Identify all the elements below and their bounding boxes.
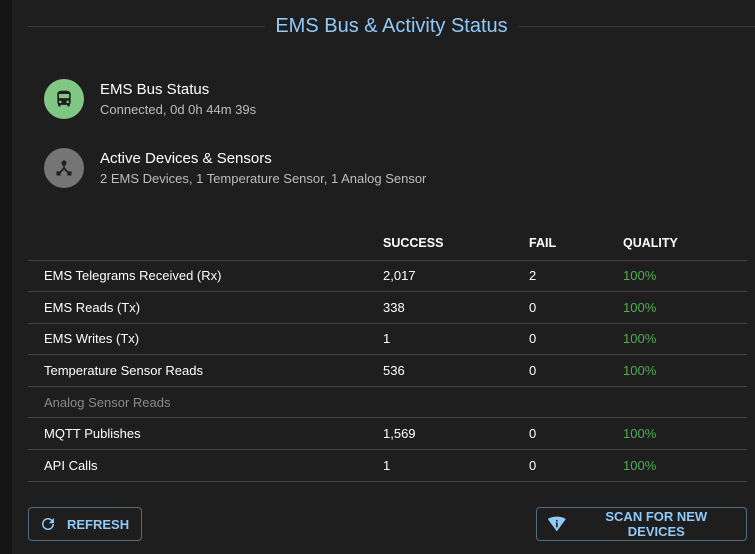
refresh-button[interactable]: REFRESH — [28, 507, 142, 541]
bus-icon — [44, 79, 84, 119]
section-header: EMS Bus & Activity Status — [28, 12, 755, 40]
quality-value — [623, 386, 747, 419]
refresh-icon — [42, 518, 54, 530]
activity-table: SUCCESS FAIL QUALITY EMS Telegrams Recei… — [28, 226, 747, 482]
table-row: EMS Reads (Tx) 338 0 100% — [28, 291, 747, 324]
table-row: MQTT Publishes 1,569 0 100% — [28, 417, 747, 451]
table-row: Analog Sensor Reads — [28, 386, 747, 419]
success-value: 338 — [383, 291, 529, 324]
active-devices-item: Active Devices & Sensors 2 EMS Devices, … — [44, 148, 426, 188]
divider — [28, 25, 266, 27]
table-row: EMS Writes (Tx) 1 0 100% — [28, 323, 747, 356]
bus-status-subtitle: Connected, 0d 0h 44m 39s — [100, 102, 257, 117]
row-label: EMS Reads (Tx) — [28, 291, 383, 324]
page-title: EMS Bus & Activity Status — [275, 14, 508, 37]
device-hub-icon — [44, 148, 84, 188]
row-label: MQTT Publishes — [28, 417, 383, 451]
quality-value: 100% — [623, 354, 747, 387]
active-devices-subtitle: 2 EMS Devices, 1 Temperature Sensor, 1 A… — [100, 171, 427, 186]
row-label: Analog Sensor Reads — [28, 386, 383, 419]
success-value: 1 — [383, 323, 529, 356]
fail-value: 0 — [529, 354, 623, 387]
row-label: EMS Writes (Tx) — [28, 323, 383, 356]
fail-value: 0 — [529, 417, 623, 451]
bus-status-item: EMS Bus Status Connected, 0d 0h 44m 39s — [44, 79, 256, 119]
row-label: API Calls — [28, 449, 383, 482]
header-success: SUCCESS — [383, 226, 529, 261]
table-row: API Calls 1 0 100% — [28, 449, 747, 482]
quality-value: 100% — [623, 449, 747, 482]
success-value: 1,569 — [383, 417, 529, 451]
success-value: 1 — [383, 449, 529, 482]
side-strip — [0, 0, 12, 554]
fail-value: 0 — [529, 449, 623, 482]
success-value — [383, 386, 529, 419]
success-value: 536 — [383, 354, 529, 387]
quality-value: 100% — [623, 323, 747, 356]
wifi-info-icon — [547, 516, 566, 532]
quality-value: 100% — [623, 291, 747, 324]
bus-status-title: EMS Bus Status — [100, 81, 210, 98]
header-fail: FAIL — [529, 226, 623, 261]
fail-value: 0 — [529, 291, 623, 324]
table-row: Temperature Sensor Reads 536 0 100% — [28, 354, 747, 387]
scan-label: SCAN FOR NEW DEVICES — [605, 509, 708, 539]
active-devices-title: Active Devices & Sensors — [100, 150, 272, 167]
success-value: 2,017 — [383, 260, 529, 293]
fail-value — [529, 386, 623, 419]
header-quality: QUALITY — [623, 226, 747, 261]
quality-value: 100% — [623, 260, 747, 293]
scan-devices-button[interactable]: SCAN FOR NEW DEVICES — [536, 507, 747, 541]
fail-value: 2 — [529, 260, 623, 293]
refresh-label: REFRESH — [67, 516, 130, 532]
table-row: EMS Telegrams Received (Rx) 2,017 2 100% — [28, 260, 747, 293]
divider — [517, 25, 755, 27]
header-label — [28, 226, 383, 261]
fail-value: 0 — [529, 323, 623, 356]
row-label: Temperature Sensor Reads — [28, 354, 383, 387]
row-label: EMS Telegrams Received (Rx) — [28, 260, 383, 293]
quality-value: 100% — [623, 417, 747, 451]
table-header: SUCCESS FAIL QUALITY — [28, 226, 747, 261]
